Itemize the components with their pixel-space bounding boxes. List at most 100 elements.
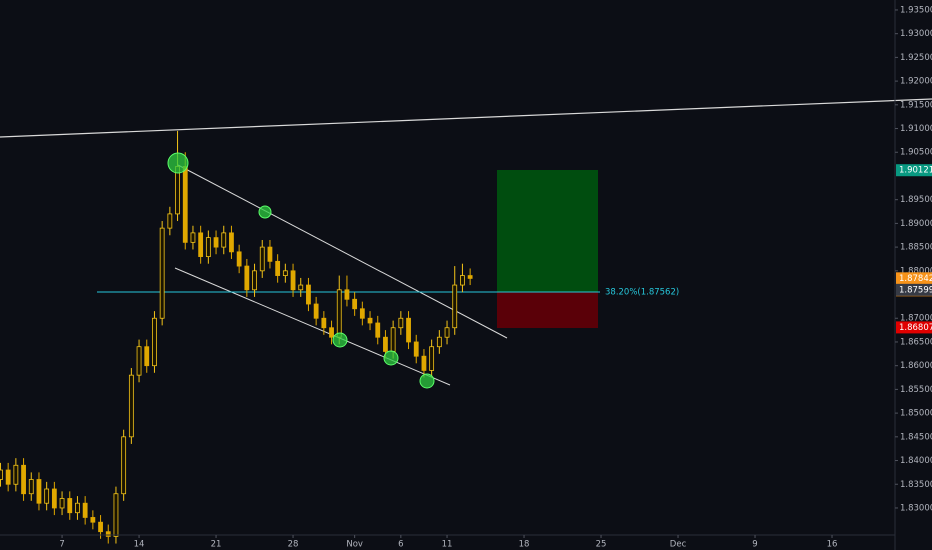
x-tick-label: 21 <box>211 540 222 550</box>
candle-body <box>282 270 288 276</box>
candle-body <box>75 502 80 514</box>
candle-body <box>51 488 57 509</box>
candle-body <box>452 284 458 329</box>
price-badge <box>896 283 932 296</box>
price-badge <box>896 272 932 285</box>
price-badge-label: 1.90121 <box>899 166 932 176</box>
candle-body <box>36 479 42 504</box>
y-tick-label: 1.86000 <box>900 361 932 371</box>
candle-body <box>375 322 381 338</box>
y-tick-label: 1.88500 <box>900 243 932 253</box>
candle-body <box>298 284 304 291</box>
fib-label: 38.20%(1.87562) <box>605 288 679 298</box>
x-tick-label: 6 <box>398 540 403 550</box>
candle-body <box>113 493 119 537</box>
candle-body <box>344 289 350 300</box>
candle-body <box>406 317 411 343</box>
candle-body <box>136 346 142 376</box>
candle-body <box>413 341 419 357</box>
candle-body <box>359 308 365 319</box>
touch-point <box>419 373 435 389</box>
y-tick-label: 1.86500 <box>900 337 932 347</box>
y-tick-label: 1.88000 <box>900 266 932 276</box>
candle-body <box>90 517 96 523</box>
x-tick-label: 28 <box>288 540 299 550</box>
x-tick-label: 16 <box>827 540 838 550</box>
y-tick-label: 1.93500 <box>900 5 932 15</box>
y-tick-label: 1.84000 <box>900 456 932 466</box>
candle-body <box>275 260 281 276</box>
channel-upper <box>177 164 508 339</box>
candle-body <box>205 237 211 257</box>
price-badge-label: 1.87599 <box>899 285 932 295</box>
touch-points <box>167 152 435 389</box>
y-tick-label: 1.87000 <box>900 314 932 324</box>
candle-body <box>98 521 103 533</box>
candle-body <box>221 232 227 248</box>
touch-point <box>258 205 272 219</box>
x-tick-label: 7 <box>59 540 64 550</box>
x-tick-label: 18 <box>519 540 530 550</box>
y-tick-label: 1.91500 <box>900 100 932 110</box>
candle-body <box>198 232 204 257</box>
y-tick-label: 1.83500 <box>900 480 932 490</box>
candle-body <box>44 488 50 504</box>
candle-body <box>167 213 173 229</box>
candle-body <box>367 317 373 324</box>
candle-body <box>5 469 11 485</box>
loss-zone <box>497 292 598 328</box>
candle-body <box>383 336 388 352</box>
candle-body <box>182 166 188 243</box>
candle-body <box>0 469 3 480</box>
x-tick-label: Nov <box>346 540 363 550</box>
price-badge-label: 1.86807 <box>899 323 932 333</box>
touch-point <box>167 152 189 174</box>
y-tick-label: 1.90500 <box>900 148 932 158</box>
x-tick-label: Dec <box>670 540 687 550</box>
candle-body <box>152 317 157 367</box>
candle-body <box>421 355 427 371</box>
candle-body <box>313 303 319 319</box>
price-badge <box>896 321 932 334</box>
candle-body <box>21 464 26 495</box>
candle-body <box>267 246 273 262</box>
y-tick-label: 1.92500 <box>900 53 932 63</box>
candle-body <box>190 232 196 243</box>
resistance-line <box>0 98 932 138</box>
candle-body <box>436 336 442 348</box>
touch-point <box>383 350 399 366</box>
candle-body <box>444 327 450 338</box>
candle-body <box>229 232 234 253</box>
candle-body <box>105 531 111 537</box>
y-tick-label: 1.85000 <box>900 409 932 419</box>
candle-body <box>67 498 73 514</box>
price-badge-label: 1.87842 <box>899 274 932 284</box>
x-tick-label: 11 <box>442 540 453 550</box>
candle-body <box>252 270 257 291</box>
candle-body <box>213 237 219 248</box>
y-tick-label: 1.93000 <box>900 29 932 39</box>
candle-body <box>244 265 250 291</box>
y-tick-label: 1.85500 <box>900 385 932 395</box>
x-tick-label: 25 <box>596 540 607 550</box>
y-tick-label: 1.91000 <box>900 124 932 134</box>
candle-body <box>175 166 180 215</box>
profit-zone <box>497 170 598 292</box>
candle-body <box>144 346 150 367</box>
touch-point <box>332 332 348 348</box>
candle-body <box>460 275 465 286</box>
y-tick-label: 1.83000 <box>900 503 932 513</box>
x-tick-label: 9 <box>752 540 757 550</box>
candle-body <box>290 270 296 291</box>
price-badge <box>896 164 932 177</box>
y-tick-label: 1.92000 <box>900 77 932 87</box>
candle-body <box>59 498 65 509</box>
candle-body <box>352 298 358 310</box>
candle-body <box>306 284 311 305</box>
candle-body <box>236 251 242 267</box>
candle-body <box>82 502 88 518</box>
y-tick-label: 1.84500 <box>900 432 932 442</box>
